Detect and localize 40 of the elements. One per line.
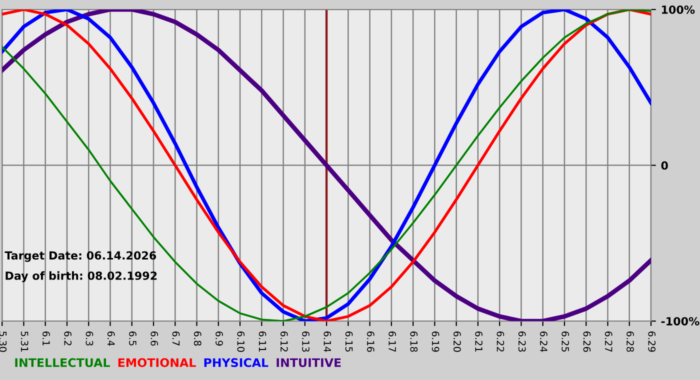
x-tick-label: 6.6 xyxy=(150,332,158,346)
x-tick-label: 6.21 xyxy=(475,332,482,352)
text: PHYSICAL xyxy=(204,358,268,368)
y-tick-label: -100% xyxy=(661,317,700,326)
x-tick-label: 6.4 xyxy=(107,332,115,346)
y-tick-label: 0 xyxy=(661,161,668,170)
x-tick-label: 6.29 xyxy=(648,332,656,352)
x-tick-label: 6.25 xyxy=(562,332,570,352)
x-tick-label: 5.31 xyxy=(20,332,28,352)
x-tick-label: 6.23 xyxy=(518,332,526,352)
y-tick-label: 100% xyxy=(662,5,695,14)
line-series xyxy=(2,10,651,322)
x-tick-label: 6.16 xyxy=(366,332,374,352)
x-tick-label: 6.11 xyxy=(258,332,266,352)
annotation: Day of birth: 08.02.1992 xyxy=(6,271,157,282)
text: EMOTIONAL xyxy=(118,358,196,368)
x-tick-label: 6.7 xyxy=(172,332,180,346)
x-tick-label: 6.17 xyxy=(388,332,396,352)
x-tick-label: 6.12 xyxy=(280,332,288,352)
x-tick-label: 6.26 xyxy=(583,332,591,352)
x-tick-label: 6.14 xyxy=(324,332,332,352)
x-tick-label: 6.13 xyxy=(302,332,310,352)
x-tick-label: 6.3 xyxy=(86,332,94,346)
annotation: Target Date: 06.14.2026 xyxy=(4,251,156,262)
x-tick-label: 6.24 xyxy=(540,332,548,352)
x-tick-label: 6.15 xyxy=(345,332,353,352)
x-tick-label: 6.2 xyxy=(64,332,72,346)
x-tick-label: 6.5 xyxy=(129,332,136,346)
x-tick-label: 6.8 xyxy=(194,332,202,346)
text: INTUITIVE xyxy=(276,358,341,368)
x-tick-label: 6.22 xyxy=(496,332,504,352)
x-tick-label: 6.9 xyxy=(216,332,223,346)
x-tick-label: 6.18 xyxy=(410,332,418,352)
x-tick-label: 6.20 xyxy=(454,332,461,352)
text: INTELLECTUAL xyxy=(15,358,110,368)
x-tick-label: 6.10 xyxy=(237,332,245,352)
x-tick-label: 6.19 xyxy=(432,332,440,352)
x-tick-label: 6.27 xyxy=(604,332,612,352)
x-tick-label: 6.28 xyxy=(626,332,634,352)
x-tick-label: 6.1 xyxy=(42,332,50,346)
